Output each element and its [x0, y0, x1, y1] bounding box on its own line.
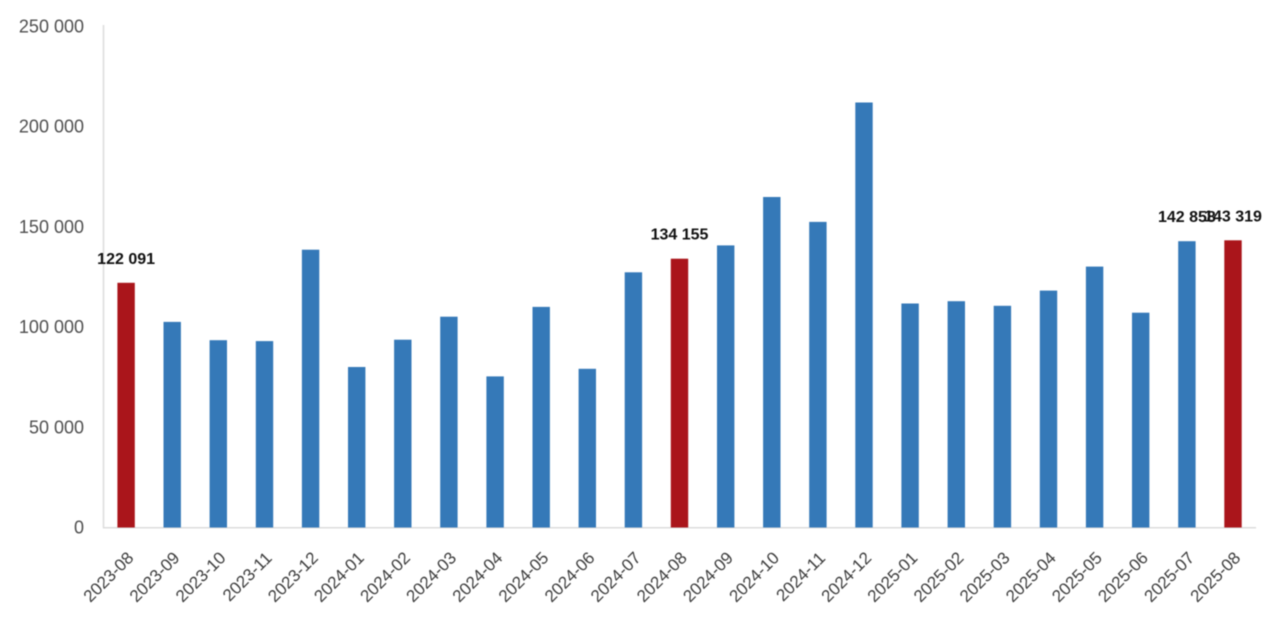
svg-text:0: 0 [74, 518, 84, 538]
svg-text:134 155: 134 155 [651, 227, 709, 244]
svg-text:50 000: 50 000 [29, 417, 84, 437]
svg-text:150 000: 150 000 [19, 217, 84, 237]
svg-text:142 858: 142 858 [1158, 209, 1216, 226]
svg-text:250 000: 250 000 [19, 17, 84, 37]
svg-text:200 000: 200 000 [19, 117, 84, 137]
svg-text:100 000: 100 000 [19, 317, 84, 337]
svg-text:122 091: 122 091 [97, 251, 155, 268]
svg-text:143 319: 143 319 [1204, 208, 1262, 225]
